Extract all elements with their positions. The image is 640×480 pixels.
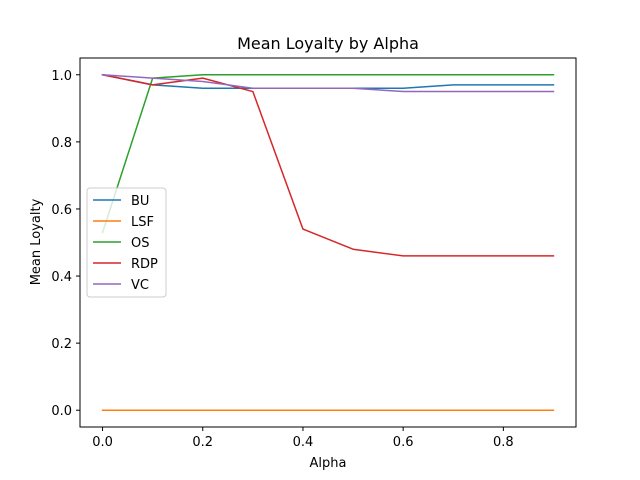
legend-items: BU LSF OS RDP VC: [93, 194, 158, 293]
legend-label-os: OS: [131, 236, 149, 251]
series-line-os: [101, 74, 555, 234]
plot-lines: [101, 73, 555, 411]
x-axis-ticks: 0.0 0.2 0.4 0.6 0.8: [92, 427, 514, 450]
legend-label-vc: VC: [131, 278, 149, 293]
x-tick-label: 0.4: [293, 435, 314, 450]
chart-title: Mean Loyalty by Alpha: [237, 34, 419, 53]
x-tick-label: 0.0: [92, 435, 113, 450]
x-tick-label: 0.8: [493, 435, 514, 450]
legend-label-bu: BU: [131, 194, 149, 209]
legend-label-rdp: RDP: [131, 257, 158, 272]
y-axis-title: Mean Loyalty: [29, 198, 44, 285]
plot-area-frame: [79, 57, 577, 428]
legend: BU LSF OS RDP VC: [86, 187, 167, 298]
y-tick-label: 0.4: [51, 270, 72, 285]
y-tick-label: 0.6: [51, 203, 72, 218]
y-tick-label: 0.2: [51, 337, 72, 352]
x-axis-title: Alpha: [310, 456, 347, 471]
x-tick-label: 0.6: [393, 435, 414, 450]
series-line-vc: [101, 73, 555, 93]
y-tick-label: 0.8: [51, 136, 72, 151]
y-tick-label: 0.0: [51, 404, 72, 419]
y-axis-ticks: 0.0 0.2 0.4 0.6 0.8 1.0: [51, 69, 80, 419]
y-tick-label: 1.0: [51, 69, 72, 84]
legend-frame: [86, 187, 167, 298]
legend-label-lsf: LSF: [131, 215, 154, 230]
x-tick-label: 0.2: [192, 435, 213, 450]
series-line-rdp: [101, 73, 555, 257]
